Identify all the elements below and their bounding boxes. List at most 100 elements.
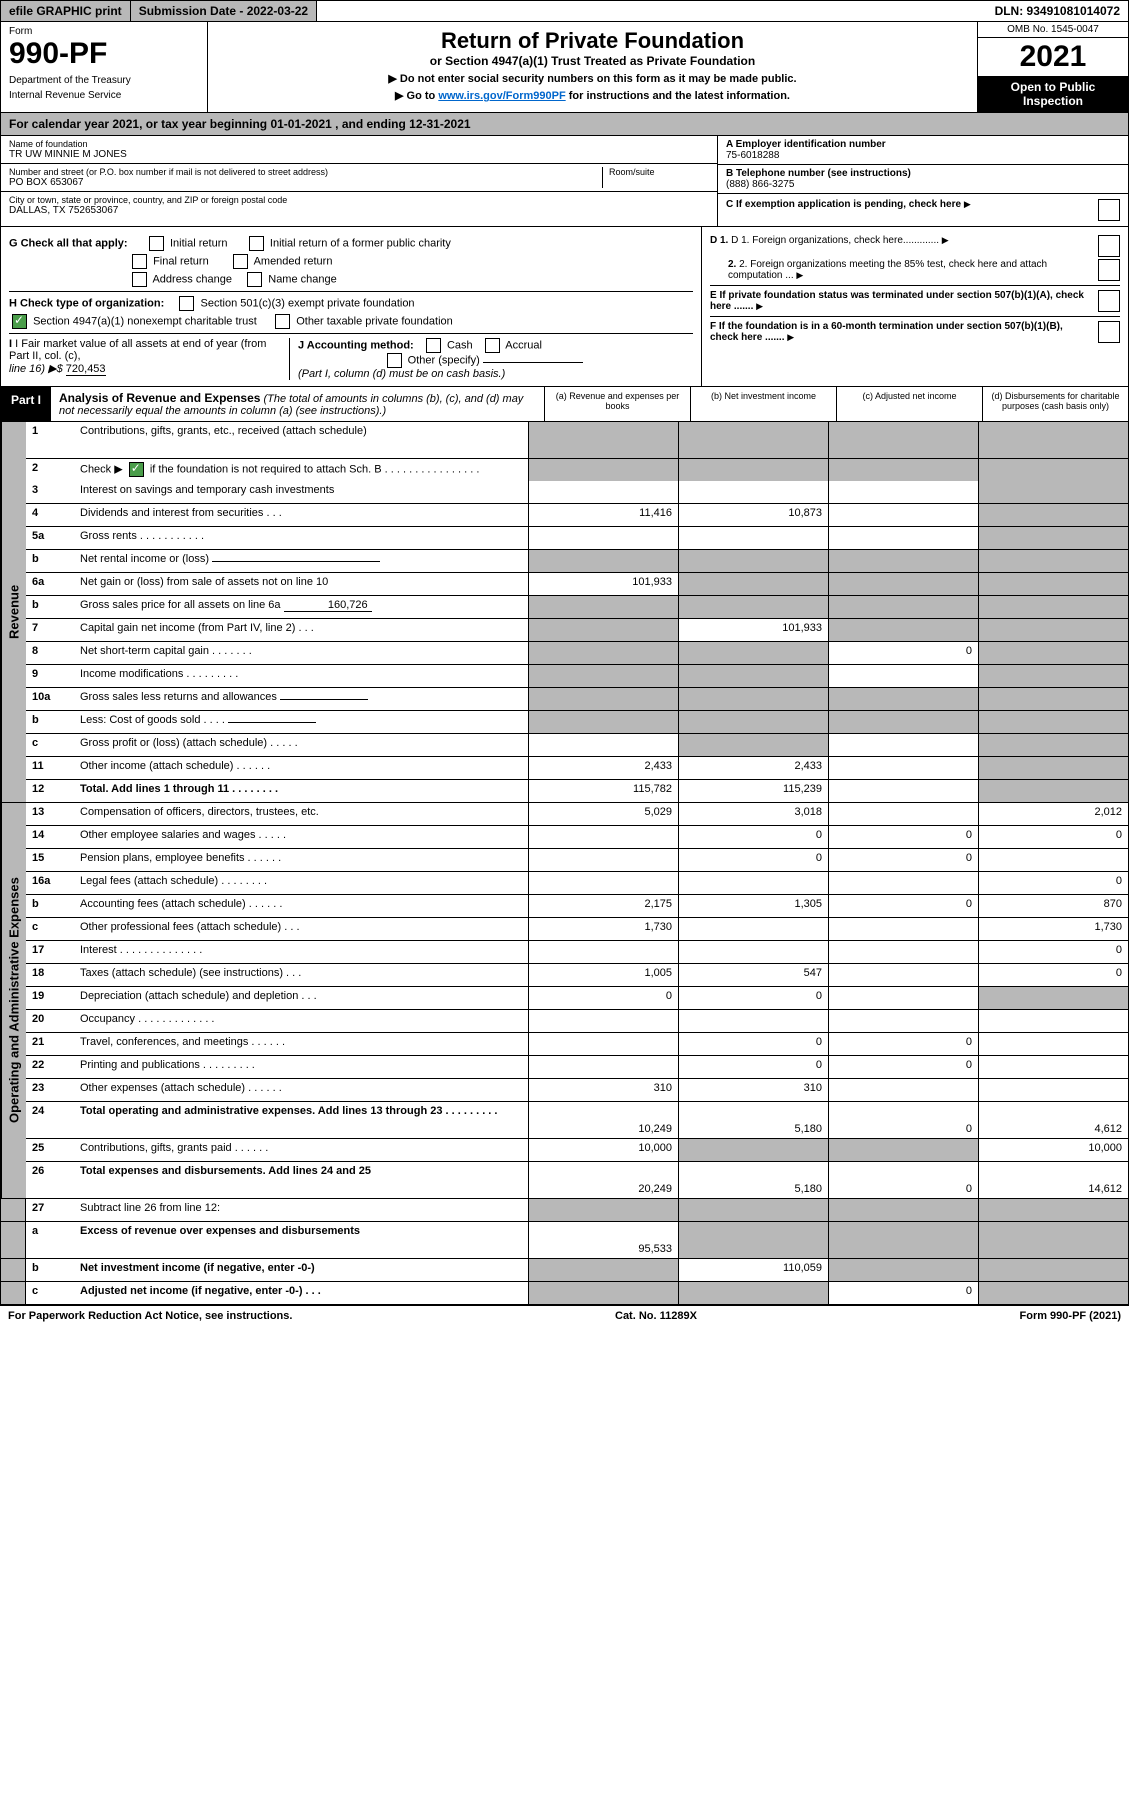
cell-b: 0 <box>678 1056 828 1078</box>
cell-b: 0 <box>678 1033 828 1055</box>
r10a-label: Gross sales less returns and allowances <box>80 691 277 703</box>
cell-d <box>978 619 1128 641</box>
header-left: Form 990-PF Department of the Treasury I… <box>1 22 208 112</box>
cell-a: 1,005 <box>528 964 678 986</box>
g-name-checkbox[interactable] <box>247 272 262 287</box>
cell-b: 101,933 <box>678 619 828 641</box>
cell-c <box>828 872 978 894</box>
row-label: Printing and publications . . . . . . . … <box>76 1056 528 1078</box>
row-num: a <box>26 1222 76 1258</box>
cell-a: 10,249 <box>528 1102 678 1138</box>
row-16a: 16a Legal fees (attach schedule) . . . .… <box>26 872 1128 895</box>
cell-b <box>678 918 828 940</box>
g-amended-checkbox[interactable] <box>233 254 248 269</box>
irs-link[interactable]: www.irs.gov/Form990PF <box>438 90 565 102</box>
cell-b <box>678 642 828 664</box>
f-checkbox[interactable] <box>1098 321 1120 343</box>
cell-c <box>828 757 978 779</box>
cell-c: 0 <box>828 849 978 871</box>
part1-label: Part I <box>1 387 51 421</box>
d1-checkbox[interactable] <box>1098 235 1120 257</box>
cell-d: 10,000 <box>978 1139 1128 1161</box>
row-num: 8 <box>26 642 76 664</box>
row-num: 27 <box>26 1199 76 1221</box>
cell-b <box>678 550 828 572</box>
cell-a: 0 <box>528 987 678 1009</box>
row-7: 7 Capital gain net income (from Part IV,… <box>26 619 1128 642</box>
cell-d <box>978 550 1128 572</box>
cell-d <box>978 987 1128 1009</box>
cell-d: 870 <box>978 895 1128 917</box>
row-label: Net rental income or (loss) <box>76 550 528 572</box>
r10a-input[interactable] <box>280 699 368 700</box>
row-num: 3 <box>26 481 76 503</box>
cell-c <box>828 803 978 825</box>
j-other-checkbox[interactable] <box>387 353 402 368</box>
d2-checkbox[interactable] <box>1098 259 1120 281</box>
cell-d <box>978 1259 1128 1281</box>
f-label: F If the foundation is in a 60-month ter… <box>710 321 1063 343</box>
g-initial-former-checkbox[interactable] <box>249 236 264 251</box>
cell-a <box>528 1010 678 1032</box>
calendar-year-row: For calendar year 2021, or tax year begi… <box>0 113 1129 136</box>
row-num: 24 <box>26 1102 76 1138</box>
h-4947-checkbox[interactable] <box>12 314 27 329</box>
cell-d <box>978 665 1128 687</box>
e-label: E If private foundation status was termi… <box>710 290 1084 312</box>
cell-b <box>678 422 828 458</box>
row-27a: a Excess of revenue over expenses and di… <box>1 1222 1128 1259</box>
info-left: Name of foundation TR UW MINNIE M JONES … <box>1 136 717 226</box>
j-accrual-checkbox[interactable] <box>485 338 500 353</box>
cell-c <box>828 964 978 986</box>
cell-d <box>978 459 1128 481</box>
row-label: Net short-term capital gain . . . . . . … <box>76 642 528 664</box>
g-address-checkbox[interactable] <box>132 272 147 287</box>
row-label: Contributions, gifts, grants, etc., rece… <box>76 422 528 458</box>
r2-post: if the foundation is not required to att… <box>150 463 480 475</box>
row-label: Compensation of officers, directors, tru… <box>76 803 528 825</box>
r5b-input[interactable] <box>212 561 380 562</box>
g-row: G Check all that apply: Initial return I… <box>9 236 693 251</box>
cell-d <box>978 1222 1128 1258</box>
h-501c3-checkbox[interactable] <box>179 296 194 311</box>
cell-b <box>678 688 828 710</box>
dln: DLN: 93491081014072 <box>987 1 1128 21</box>
cell-a: 10,000 <box>528 1139 678 1161</box>
cell-b: 0 <box>678 987 828 1009</box>
cell-d <box>978 849 1128 871</box>
g-final: Final return <box>153 255 209 267</box>
cell-b <box>678 1222 828 1258</box>
side-spacer <box>1 1222 26 1258</box>
cell-d: 0 <box>978 941 1128 963</box>
g-initial-checkbox[interactable] <box>149 236 164 251</box>
cell-a <box>528 849 678 871</box>
col-b-header: (b) Net investment income <box>690 387 836 421</box>
g-final-checkbox[interactable] <box>132 254 147 269</box>
form-number: 990-PF <box>9 37 199 71</box>
c-checkbox[interactable] <box>1098 199 1120 221</box>
row-num: 4 <box>26 504 76 526</box>
j-cash-checkbox[interactable] <box>426 338 441 353</box>
row-num: 10a <box>26 688 76 710</box>
cell-a <box>528 481 678 503</box>
h-other-checkbox[interactable] <box>275 314 290 329</box>
row-num: b <box>26 1259 76 1281</box>
e-checkbox[interactable] <box>1098 290 1120 312</box>
schb-checkbox[interactable] <box>129 462 144 477</box>
row-num: b <box>26 895 76 917</box>
row-num: b <box>26 711 76 733</box>
d1-label: D 1. Foreign organizations, check here..… <box>731 235 939 246</box>
j-accrual: Accrual <box>505 339 542 351</box>
row-17: 17 Interest . . . . . . . . . . . . . . … <box>26 941 1128 964</box>
row-label: Other employee salaries and wages . . . … <box>76 826 528 848</box>
cell-a <box>528 1282 678 1304</box>
section-g-to-j: G Check all that apply: Initial return I… <box>0 227 1129 387</box>
ein-value: 75-6018288 <box>726 150 779 161</box>
row-label: Net gain or (loss) from sale of assets n… <box>76 573 528 595</box>
row-num: 22 <box>26 1056 76 1078</box>
cell-c: 0 <box>828 826 978 848</box>
row-num: b <box>26 596 76 618</box>
r10b-input[interactable] <box>228 722 316 723</box>
row-6a: 6a Net gain or (loss) from sale of asset… <box>26 573 1128 596</box>
form-title: Return of Private Foundation <box>214 28 971 54</box>
